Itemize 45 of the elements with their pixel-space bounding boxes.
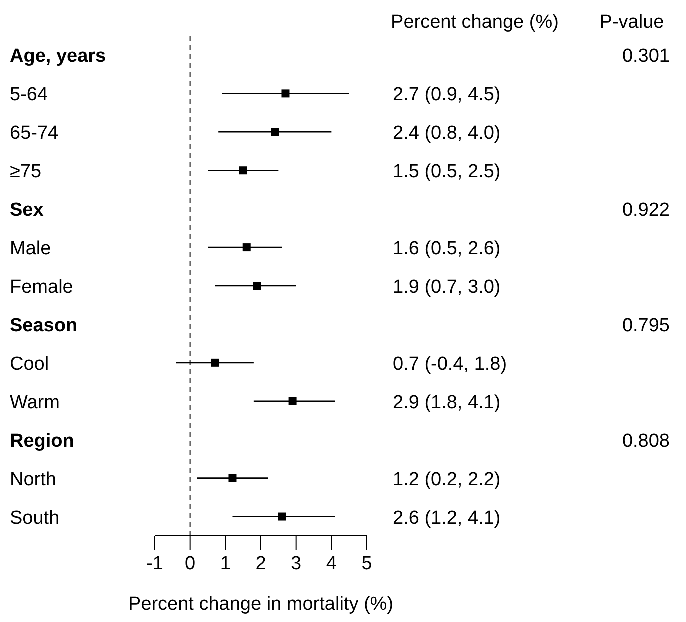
- y-tick-label: Age, years: [10, 46, 106, 68]
- point: [242, 244, 251, 252]
- text: 0.795: [622, 315, 670, 336]
- y-tick-label: ≥75: [10, 162, 42, 183]
- point: [271, 128, 280, 136]
- x-tick-label: 0: [185, 553, 196, 574]
- point: [211, 358, 220, 367]
- point: [253, 282, 262, 290]
- data-label: 1.2 (0.2, 2.2): [393, 469, 501, 490]
- data-label: 2.7 (0.9, 4.5): [393, 84, 501, 106]
- y-tick-label: Warm: [10, 392, 60, 414]
- y-tick-label: Region: [10, 430, 74, 452]
- x-tick-label: 4: [326, 553, 338, 574]
- text: P-value: [600, 12, 664, 33]
- text: 0.808: [622, 430, 670, 452]
- text: 0.301: [622, 46, 670, 68]
- data-label: 2.9 (1.8, 4.1): [393, 392, 501, 414]
- x-tick-label: 3: [291, 553, 302, 574]
- x-tick-label: -1: [146, 553, 164, 574]
- data-label: 2.6 (1.2, 4.1): [393, 508, 501, 529]
- point: [228, 474, 237, 482]
- point: [282, 90, 290, 98]
- y-tick-label: Male: [10, 238, 52, 260]
- x-tick-label: 5: [362, 553, 372, 574]
- x-tick-label: 2: [256, 553, 266, 574]
- point: [239, 166, 248, 175]
- data-label: 1.5 (0.5, 2.5): [393, 162, 501, 183]
- y-tick-label: Cool: [10, 354, 50, 375]
- y-tick-label: 5-64: [10, 84, 48, 106]
- data-label: 0.7 (-0.4, 1.8): [393, 354, 508, 375]
- y-tick-label: South: [10, 508, 60, 529]
- data-label: 1.6 (0.5, 2.6): [393, 238, 501, 260]
- point: [278, 512, 286, 521]
- y-tick-label: Sex: [10, 200, 44, 222]
- text: 0.922: [622, 200, 670, 222]
- y-tick-label: Female: [10, 277, 74, 298]
- data-label: 2.4 (0.8, 4.0): [393, 123, 501, 144]
- y-tick-label: 65-74: [10, 123, 60, 144]
- x-tick-label: 1: [220, 553, 231, 574]
- text: Percent change (%): [391, 12, 559, 33]
- y-tick-label: North: [10, 469, 56, 490]
- y-tick-label: Season: [10, 315, 78, 336]
- x-axis-title: Percent change in mortality (%): [128, 594, 394, 615]
- data-label: 1.9 (0.7, 3.0): [393, 277, 501, 298]
- point: [288, 397, 297, 406]
